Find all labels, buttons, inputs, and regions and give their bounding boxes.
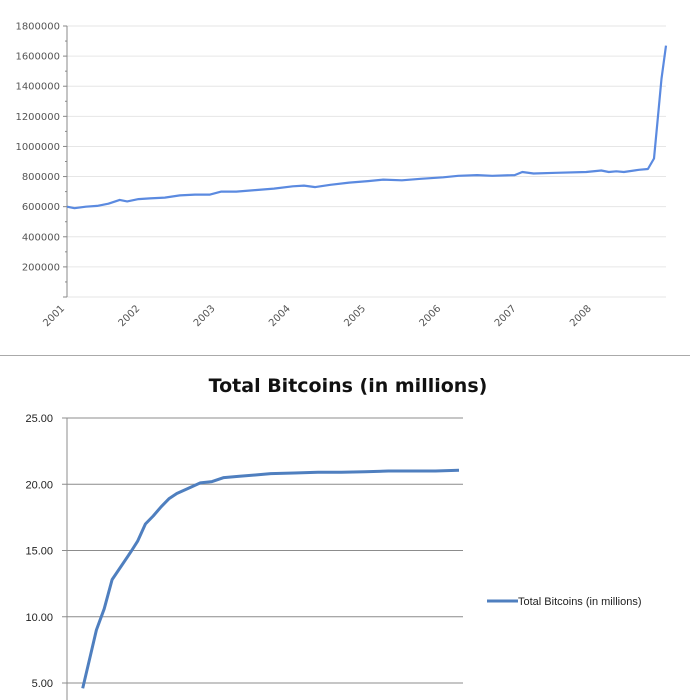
y-axis xyxy=(62,417,68,700)
grid-lines xyxy=(67,25,666,298)
data-series-line xyxy=(66,45,668,210)
y-tick-label: 1200000 xyxy=(15,112,60,123)
y-tick-label: 1600000 xyxy=(15,52,60,63)
y-tick-label: 5.00 xyxy=(32,678,53,690)
grid-lines xyxy=(67,417,463,684)
y-tick-label: 200000 xyxy=(22,262,60,273)
y-tick-label: 800000 xyxy=(22,172,60,183)
y-tick-label: 20.00 xyxy=(25,479,53,491)
population-line-chart: 200000 400000 600000 800000 1000000 1200000 14… xyxy=(15,22,668,329)
y-tick-label: 600000 xyxy=(22,202,60,213)
y-tick-label: 400000 xyxy=(22,232,60,243)
legend-label: Total Bitcoins (in millions) xyxy=(518,596,641,608)
y-tick-label: 1800000 xyxy=(15,22,60,33)
y-axis-labels: 5.00 10.00 15.00 20.00 25.00 xyxy=(25,413,53,690)
chart-separator xyxy=(0,355,690,356)
chart-title: Total Bitcoins (in millions) xyxy=(209,375,488,397)
y-tick-label: 1000000 xyxy=(15,142,60,153)
y-tick-label: 15.00 xyxy=(25,546,53,558)
y-axis xyxy=(63,25,68,298)
y-tick-label: 25.00 xyxy=(25,413,53,425)
y-tick-label: 1400000 xyxy=(15,82,60,93)
data-series-line xyxy=(81,468,460,689)
legend: Total Bitcoins (in millions) xyxy=(487,596,641,608)
y-axis-labels: 200000 400000 600000 800000 1000000 1200000 14… xyxy=(15,22,60,274)
y-tick-label: 10.00 xyxy=(25,612,53,624)
